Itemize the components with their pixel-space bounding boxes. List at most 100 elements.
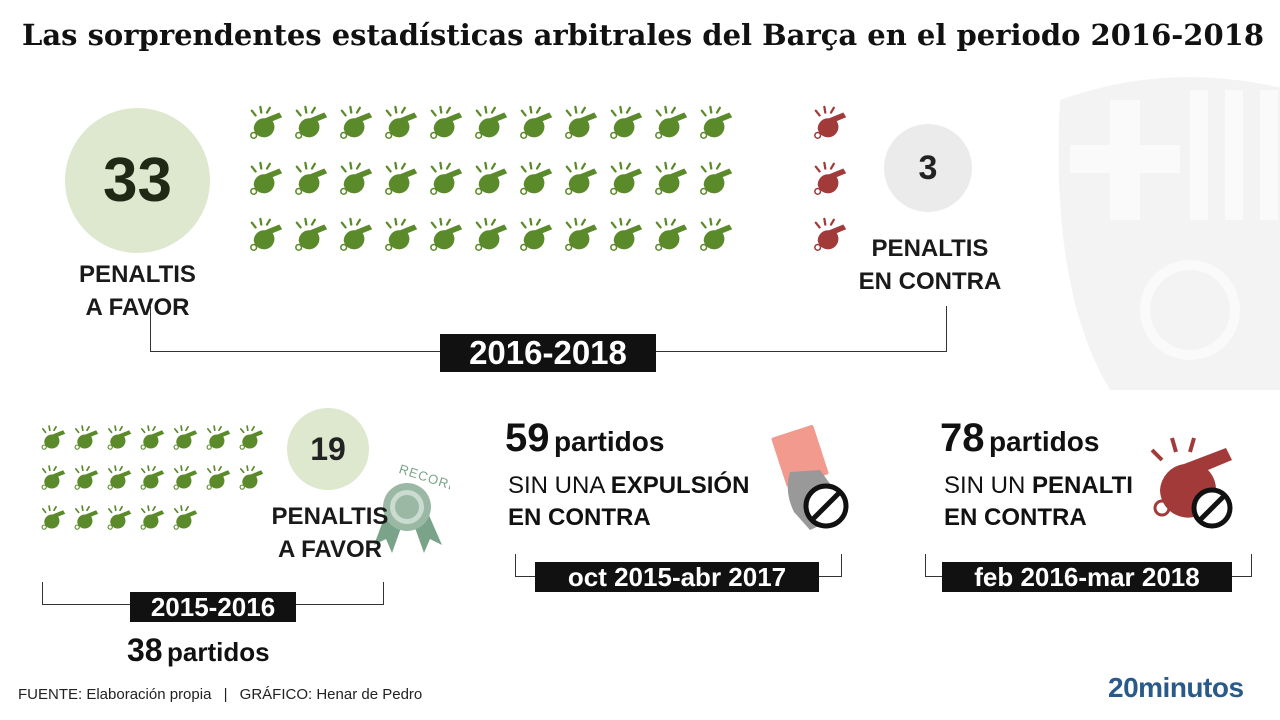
whistle-season-icon [106,424,139,464]
footer-separator: | [223,686,228,703]
whistle-favor-icon [383,216,428,272]
whistle-favor-icon [653,160,698,216]
period-badge-penalty: feb 2016-mar 2018 [942,562,1232,592]
whistle-favor-icon [383,160,428,216]
expulsion-line1-pre: SIN UNA [508,472,611,499]
expulsion-line1-bold: EXPULSIÓN [610,472,750,499]
whistle-season-icon [172,464,205,504]
whistle-season-icon [73,424,106,464]
penalty-line1-bold: PENALTI [1032,472,1133,499]
whistle-favor-icon [293,216,338,272]
whistle-season-icon [40,464,73,504]
period-badge-season: 2015-2016 [130,592,296,622]
whistle-favor-icon [698,216,743,272]
whistle-season-icon [73,464,106,504]
whistle-favor-icon [338,104,383,160]
whistle-favor-icon [563,216,608,272]
whistle-favor-icon [248,104,293,160]
whistle-favor-icon [563,104,608,160]
whistle-favor-icon [518,104,563,160]
whistle-favor-icon [608,160,653,216]
whistle-favor-icon [698,160,743,216]
whistle-season-icon [205,424,238,464]
whistle-season-icon [172,424,205,464]
season-matches: 38 partidos [127,632,270,669]
penalty-text: SIN UN PENALTI EN CONTRA [944,470,1133,534]
red-card-hand-icon [771,424,849,530]
favor-count-circle: 33 [65,108,210,253]
favor-count: 33 [103,146,172,215]
season-count-circle: 19 [287,408,369,490]
expulsion-text: SIN UNA EXPULSIÓN EN CONTRA [508,470,749,534]
contra-label: PENALTIS EN CONTRA [845,232,1015,298]
season-label: PENALTIS A FAVOR [255,500,405,566]
contra-label-line-2: EN CONTRA [858,268,1002,295]
whistle-season-icon [106,504,139,544]
whistle-favor-icon [428,104,473,160]
season-whistle-grid [40,424,271,544]
favor-label-line-1: PENALTIS [79,261,196,288]
footer-credits: FUENTE: Elaboración propia | GRÁFICO: He… [18,686,422,703]
whistle-favor-icon [698,104,743,160]
whistle-season-icon [106,464,139,504]
whistle-contra-icon [812,216,857,272]
whistle-favor-icon [428,216,473,272]
whistle-season-icon [40,424,73,464]
period-badge-top: 2016-2018 [440,334,656,372]
whistle-season-icon [238,464,271,504]
whistle-favor-icon [338,160,383,216]
expulsion-line2: EN CONTRA [508,504,651,531]
page-title: Las sorprendentes estadísticas arbitrale… [22,18,1265,52]
footer-source: FUENTE: Elaboración propia [18,686,212,703]
season-matches-num: 38 [127,632,163,668]
whistle-season-icon [205,464,238,504]
whistle-favor-icon [563,160,608,216]
period-badge-expulsion: oct 2015-abr 2017 [535,562,819,592]
contra-label-line-1: PENALTIS [871,235,989,262]
whistle-favor-icon [383,104,428,160]
season-label-line-2: A FAVOR [277,536,382,563]
expulsion-num: 59 [505,416,550,460]
whistle-season-icon [40,504,73,544]
whistle-season-icon [172,504,205,544]
penalty-word: partidos [988,426,1100,457]
club-crest-watermark [1058,77,1280,390]
expulsion-headline: 59 partidos [505,416,664,461]
whistle-favor-icon [653,216,698,272]
favor-whistle-grid [248,104,743,272]
whistle-favor-icon [338,216,383,272]
whistle-favor-icon [428,160,473,216]
whistle-season-icon [139,504,172,544]
whistle-contra-icon [812,104,857,160]
whistle-favor-icon [653,104,698,160]
penalty-num: 78 [940,416,985,460]
whistle-season-icon [73,504,106,544]
footer-graphic: GRÁFICO: Henar de Pedro [239,686,423,703]
contra-count-circle: 3 [884,124,972,212]
whistle-favor-icon [473,216,518,272]
whistle-season-icon [238,424,271,464]
season-count: 19 [310,430,346,467]
penalty-line2: EN CONTRA [944,504,1087,531]
record-medal-icon: RECORD [374,461,450,553]
whistle-favor-icon [473,104,518,160]
whistle-season-icon [139,424,172,464]
whistle-favor-icon [608,216,653,272]
whistle-favor-icon [248,216,293,272]
season-label-line-1: PENALTIS [271,503,389,530]
favor-label-line-2: A FAVOR [85,294,190,321]
red-whistle-no-icon [1150,437,1233,529]
expulsion-word: partidos [553,426,665,457]
whistle-favor-icon [608,104,653,160]
whistle-season-icon [139,464,172,504]
penalty-line1-pre: SIN UN [944,472,1033,499]
whistle-favor-icon [518,216,563,272]
penalty-headline: 78 partidos [940,416,1099,461]
brand-logo: 20minutos [1108,672,1244,703]
whistle-favor-icon [473,160,518,216]
whistle-favor-icon [248,160,293,216]
whistle-favor-icon [293,160,338,216]
contra-whistle-grid [812,104,857,272]
favor-label: PENALTIS A FAVOR [55,258,220,324]
season-matches-word: partidos [167,637,270,667]
